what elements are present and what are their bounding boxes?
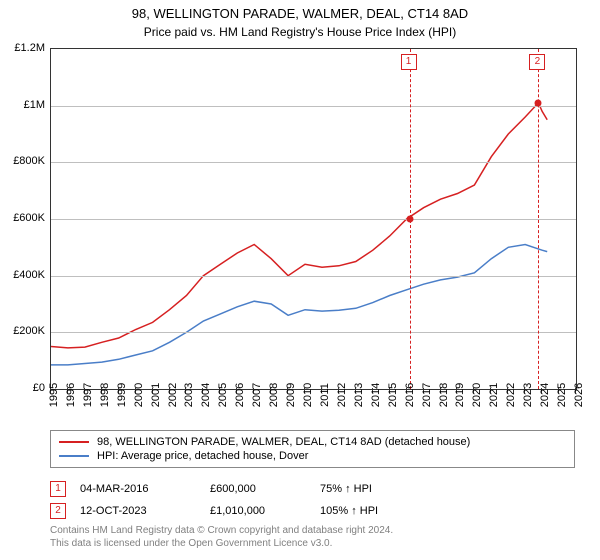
x-tick-label: 2002 <box>167 383 179 407</box>
y-tick-label: £1.2M <box>3 42 45 54</box>
sale-date: 04-MAR-2016 <box>80 483 210 495</box>
legend-swatch <box>59 455 89 457</box>
plot-area <box>50 48 577 390</box>
sale-rows: 1 04-MAR-2016£600,00075% ↑ HPI 2 12-OCT-202… <box>50 478 575 522</box>
x-tick-label: 2024 <box>539 383 551 407</box>
attribution-line1: Contains HM Land Registry data © Crown c… <box>50 524 393 537</box>
sale-marker: 1 <box>50 481 66 497</box>
x-tick-label: 2019 <box>454 383 466 407</box>
sale-date: 12-OCT-2023 <box>80 505 210 517</box>
x-tick-label: 2009 <box>285 383 297 407</box>
sale-hpi: 75% ↑ HPI <box>320 483 440 495</box>
chart-container: 98, WELLINGTON PARADE, WALMER, DEAL, CT1… <box>0 0 600 560</box>
x-tick-label: 1995 <box>48 383 60 407</box>
x-tick-label: 2001 <box>150 383 162 407</box>
x-tick-label: 2021 <box>488 383 500 407</box>
x-tick-label: 2023 <box>522 383 534 407</box>
sale-price: £1,010,000 <box>210 505 320 517</box>
x-tick-label: 1996 <box>65 383 77 407</box>
x-tick-label: 2012 <box>336 383 348 407</box>
marker-dot <box>406 216 413 223</box>
y-tick-label: £0 <box>3 382 45 394</box>
attribution-line2: This data is licensed under the Open Gov… <box>50 537 393 550</box>
gridline <box>51 332 576 333</box>
attribution: Contains HM Land Registry data © Crown c… <box>50 524 393 550</box>
legend-label: 98, WELLINGTON PARADE, WALMER, DEAL, CT1… <box>97 436 470 448</box>
x-tick-label: 2018 <box>438 383 450 407</box>
x-tick-label: 2008 <box>268 383 280 407</box>
x-tick-label: 2004 <box>200 383 212 407</box>
sale-row: 2 12-OCT-2023£1,010,000105% ↑ HPI <box>50 500 575 522</box>
x-tick-label: 2022 <box>505 383 517 407</box>
y-tick-label: £400K <box>3 269 45 281</box>
x-tick-label: 2026 <box>573 383 585 407</box>
chart-subtitle: Price paid vs. HM Land Registry's House … <box>0 23 600 39</box>
legend-item: HPI: Average price, detached house, Dove… <box>59 449 566 463</box>
x-tick-label: 2010 <box>302 383 314 407</box>
marker-dot <box>535 99 542 106</box>
x-tick-label: 2025 <box>556 383 568 407</box>
y-tick-label: £800K <box>3 155 45 167</box>
gridline <box>51 276 576 277</box>
marker-label: 2 <box>529 54 545 70</box>
gridline <box>51 219 576 220</box>
y-tick-label: £200K <box>3 325 45 337</box>
x-tick-label: 2011 <box>319 383 331 407</box>
marker-label: 1 <box>401 54 417 70</box>
gridline <box>51 162 576 163</box>
chart-title: 98, WELLINGTON PARADE, WALMER, DEAL, CT1… <box>0 0 600 23</box>
y-tick-label: £1M <box>3 99 45 111</box>
x-tick-label: 2000 <box>133 383 145 407</box>
gridline <box>51 106 576 107</box>
legend: 98, WELLINGTON PARADE, WALMER, DEAL, CT1… <box>50 430 575 468</box>
x-tick-label: 2020 <box>471 383 483 407</box>
x-tick-label: 2016 <box>404 383 416 407</box>
x-tick-label: 2014 <box>370 383 382 407</box>
x-tick-label: 2006 <box>234 383 246 407</box>
x-tick-label: 1997 <box>82 383 94 407</box>
legend-swatch <box>59 441 89 443</box>
x-tick-label: 1998 <box>99 383 111 407</box>
x-tick-label: 2015 <box>387 383 399 407</box>
sale-hpi: 105% ↑ HPI <box>320 505 440 517</box>
legend-label: HPI: Average price, detached house, Dove… <box>97 450 308 462</box>
x-tick-label: 2005 <box>217 383 229 407</box>
x-tick-label: 2017 <box>421 383 433 407</box>
sale-marker: 2 <box>50 503 66 519</box>
x-tick-label: 2013 <box>353 383 365 407</box>
sale-price: £600,000 <box>210 483 320 495</box>
legend-item: 98, WELLINGTON PARADE, WALMER, DEAL, CT1… <box>59 435 566 449</box>
x-tick-label: 1999 <box>116 383 128 407</box>
sale-row: 1 04-MAR-2016£600,00075% ↑ HPI <box>50 478 575 500</box>
x-tick-label: 2003 <box>183 383 195 407</box>
y-tick-label: £600K <box>3 212 45 224</box>
x-tick-label: 2007 <box>251 383 263 407</box>
series-hpi <box>51 245 547 365</box>
